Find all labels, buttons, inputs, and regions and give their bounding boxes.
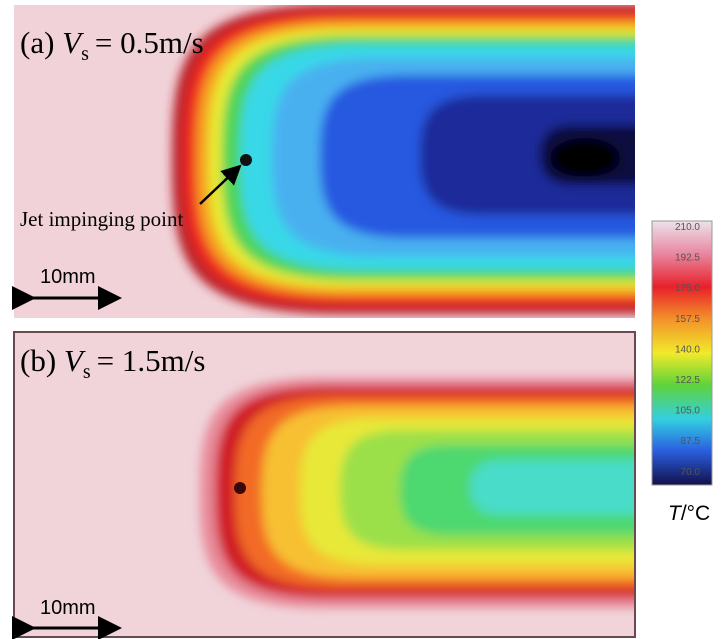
impinging-point <box>240 154 252 166</box>
colorbar-label: 210.0 <box>675 222 700 233</box>
impinging-point <box>234 482 246 494</box>
colorbar-label: 157.5 <box>675 314 700 325</box>
colorbar-label: 192.5 <box>675 253 700 264</box>
colorbar-label: 122.5 <box>675 375 700 386</box>
colorbar-label: 175.0 <box>675 283 700 294</box>
svg-text:10mm: 10mm <box>40 597 96 619</box>
colorbar-label: 105.0 <box>675 406 700 417</box>
svg-text:10mm: 10mm <box>40 266 96 288</box>
temperature-zone <box>470 460 660 515</box>
panel-title: (b) Vs= 1.5m/s <box>20 343 205 383</box>
panel-title: (a) Vs= 0.5m/s <box>20 25 204 65</box>
annotation: Jet impinging point <box>20 207 184 231</box>
colorbar-unit: T/°C <box>668 502 710 525</box>
colorbar-label: 70.0 <box>681 467 701 478</box>
cold-spot <box>550 138 620 178</box>
figure: (a) Vs= 0.5m/s (b) Vs= 1.5m/s Jet imping… <box>0 0 723 639</box>
colorbar-label: 87.5 <box>681 436 701 447</box>
colorbar-label: 140.0 <box>675 344 700 355</box>
